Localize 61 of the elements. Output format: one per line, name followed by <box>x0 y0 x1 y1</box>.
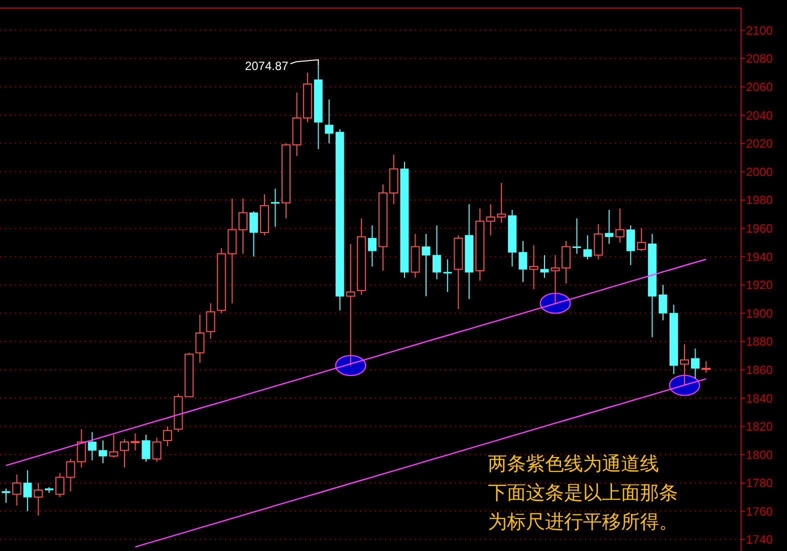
y-tick-label: 2080 <box>746 52 774 66</box>
y-tick-label: 1860 <box>746 362 774 377</box>
y-tick-label: 2020 <box>746 136 774 151</box>
y-tick-label: 2040 <box>746 108 774 122</box>
y-tick-label: 1960 <box>746 221 774 236</box>
candlestick <box>34 482 43 516</box>
candlestick <box>76 428 86 468</box>
y-tick-label: 1800 <box>746 448 774 462</box>
candlestick <box>400 161 409 278</box>
candlestick <box>680 344 690 386</box>
candlestick <box>336 128 344 311</box>
y-tick-label: 1740 <box>746 532 774 547</box>
annotation: 为标尺进行平移所得。 <box>488 511 678 533</box>
candlestick <box>12 474 22 506</box>
annotation: 下面这条是以上面那条 <box>488 482 678 504</box>
candlestick <box>23 470 32 512</box>
candlestick <box>346 243 356 366</box>
candlestick <box>583 234 592 260</box>
candlestick <box>44 486 54 494</box>
candlestick <box>464 204 474 300</box>
candlestick <box>368 224 376 267</box>
y-tick-label: 1980 <box>746 193 774 208</box>
y-tick-label: 1900 <box>746 306 774 320</box>
y-tick-label: 1940 <box>746 250 774 264</box>
candlestick <box>314 65 323 150</box>
annotation: 2074.87 <box>244 58 289 73</box>
candlestick <box>604 209 614 244</box>
y-tick-label: 1780 <box>746 476 774 490</box>
candlestick <box>626 224 635 266</box>
y-tick-label: 1760 <box>746 504 774 518</box>
candlestick <box>98 440 108 464</box>
candlestick <box>271 188 280 228</box>
candlestick <box>691 348 700 379</box>
candlestick <box>594 224 603 260</box>
y-tick-label: 2000 <box>746 164 774 179</box>
candlestick <box>324 99 334 144</box>
candlestick <box>648 233 656 338</box>
candlestick <box>658 284 668 321</box>
candlestick <box>432 224 442 280</box>
candlestick <box>195 314 204 364</box>
y-tick-label: 1920 <box>746 278 774 292</box>
candlestick <box>529 244 538 290</box>
y-tick-label: 2060 <box>746 80 774 94</box>
candlestick <box>260 194 269 236</box>
y-tick-label: 1840 <box>746 391 774 406</box>
candlestick <box>206 302 216 340</box>
candlestick <box>2 488 10 504</box>
candlestick <box>238 198 248 254</box>
candlestick <box>88 432 96 461</box>
candlestick <box>669 304 678 375</box>
y-tick-label: 1880 <box>746 334 774 349</box>
candlestick <box>518 240 528 283</box>
candlestick <box>410 233 420 278</box>
candlestick <box>422 233 430 297</box>
candlestick <box>540 254 549 278</box>
candlestick <box>443 258 452 292</box>
annotation: 两条紫色线为通道线 <box>488 453 659 475</box>
candlestick <box>572 218 582 254</box>
y-tick-label: 2100 <box>746 23 774 38</box>
candlestick <box>356 218 366 296</box>
y-tick-label: 1820 <box>746 420 774 434</box>
